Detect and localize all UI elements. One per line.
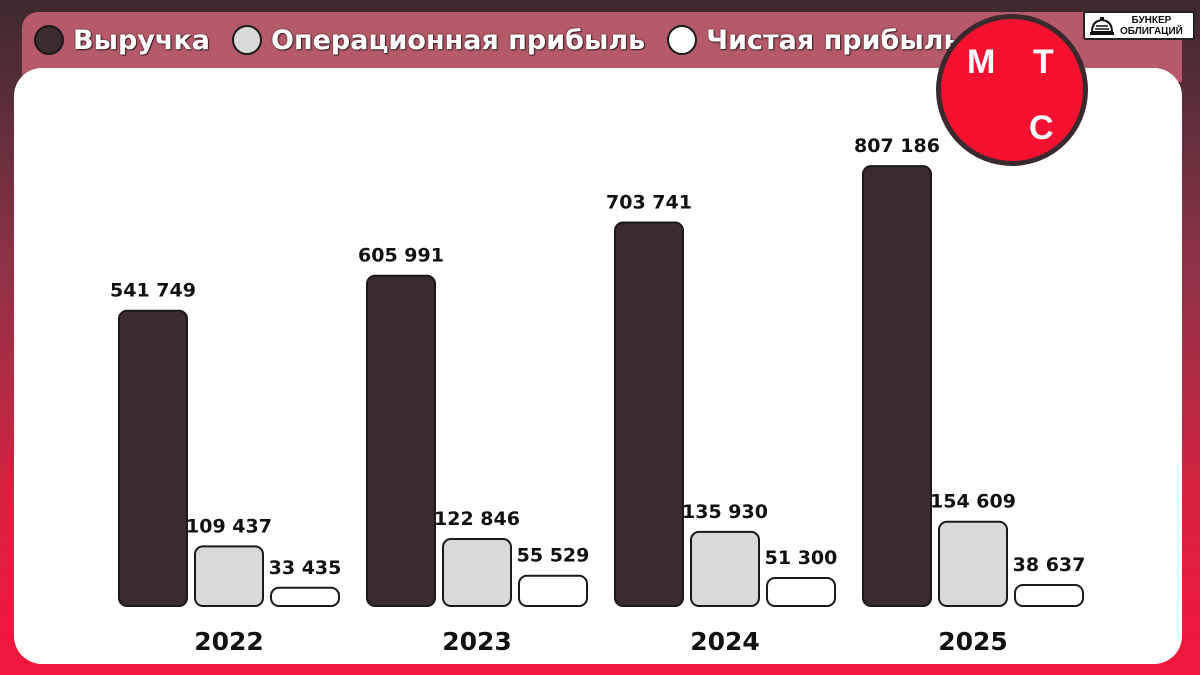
data-label-net-profit-2025: 38 637 <box>1013 554 1086 576</box>
x-tick-label-2022: 2022 <box>194 627 264 656</box>
bunker-bell-icon <box>1090 16 1114 35</box>
data-label-revenue-2025: 807 186 <box>854 135 940 157</box>
data-label-revenue-2022: 541 749 <box>110 280 196 302</box>
bar-operating-profit-2022 <box>194 545 264 608</box>
bar-revenue-2024 <box>614 221 684 607</box>
badge-text: БУНКЕР ОБЛИГАЦИЙ <box>1120 15 1183 37</box>
mts-logo-letter-s: С <box>1029 109 1054 147</box>
legend-swatch-operating-profit <box>232 25 263 55</box>
badge-line-2: ОБЛИГАЦИЙ <box>1120 25 1183 37</box>
bar-net-profit-2025 <box>1014 583 1084 607</box>
mts-logo: М Т С <box>936 14 1088 166</box>
legend-item-net-profit: Чистая прибыль <box>667 24 961 56</box>
chart-panel: 541 749 109 437 33 435 2022 605 991 122 846 55… <box>14 68 1182 664</box>
bar-net-profit-2024 <box>766 577 836 608</box>
data-label-revenue-2024: 703 741 <box>606 191 692 213</box>
x-tick-label-2025: 2025 <box>938 627 1008 656</box>
data-label-net-profit-2023: 55 529 <box>517 545 590 567</box>
legend-item-operating-profit: Операционная прибыль <box>232 25 645 56</box>
data-label-revenue-2023: 605 991 <box>358 245 444 267</box>
badge-line-1: БУНКЕР <box>1131 14 1172 26</box>
bar-revenue-2022 <box>118 309 188 607</box>
data-label-net-profit-2022: 33 435 <box>269 557 342 579</box>
mts-logo-letter-m: М <box>967 43 996 81</box>
legend-label-revenue: Выручка <box>73 24 211 56</box>
mts-logo-letter-t: Т <box>1033 43 1054 81</box>
bar-operating-profit-2025 <box>938 520 1008 607</box>
bunker-badge: БУНКЕР ОБЛИГАЦИЙ <box>1083 11 1195 40</box>
bar-chart: 541 749 109 437 33 435 2022 605 991 122 846 55… <box>110 135 1086 656</box>
data-label-operating-profit-2023: 122 846 <box>434 508 520 530</box>
legend-item-revenue: Выручка <box>34 25 210 56</box>
bar-operating-profit-2023 <box>442 538 512 607</box>
data-label-net-profit-2024: 51 300 <box>765 547 838 569</box>
bar-operating-profit-2024 <box>690 530 760 607</box>
legend-label-net-profit: Чистая прибыль <box>706 24 961 56</box>
x-tick-label-2024: 2024 <box>690 627 760 656</box>
data-label-operating-profit-2022: 109 437 <box>186 515 272 537</box>
x-tick-label-2023: 2023 <box>442 627 512 656</box>
legend-swatch-net-profit <box>667 25 698 55</box>
data-label-operating-profit-2024: 135 930 <box>682 501 768 523</box>
legend: Выручка Операционная прибыль Чистая приб… <box>34 20 983 60</box>
bar-revenue-2023 <box>366 274 436 608</box>
bar-net-profit-2022 <box>270 586 340 608</box>
legend-swatch-revenue <box>34 25 64 55</box>
data-label-operating-profit-2025: 154 609 <box>930 491 1016 513</box>
legend-label-operating-profit: Операционная прибыль <box>271 24 646 56</box>
bar-revenue-2025 <box>862 165 932 608</box>
bar-net-profit-2023 <box>518 574 588 607</box>
